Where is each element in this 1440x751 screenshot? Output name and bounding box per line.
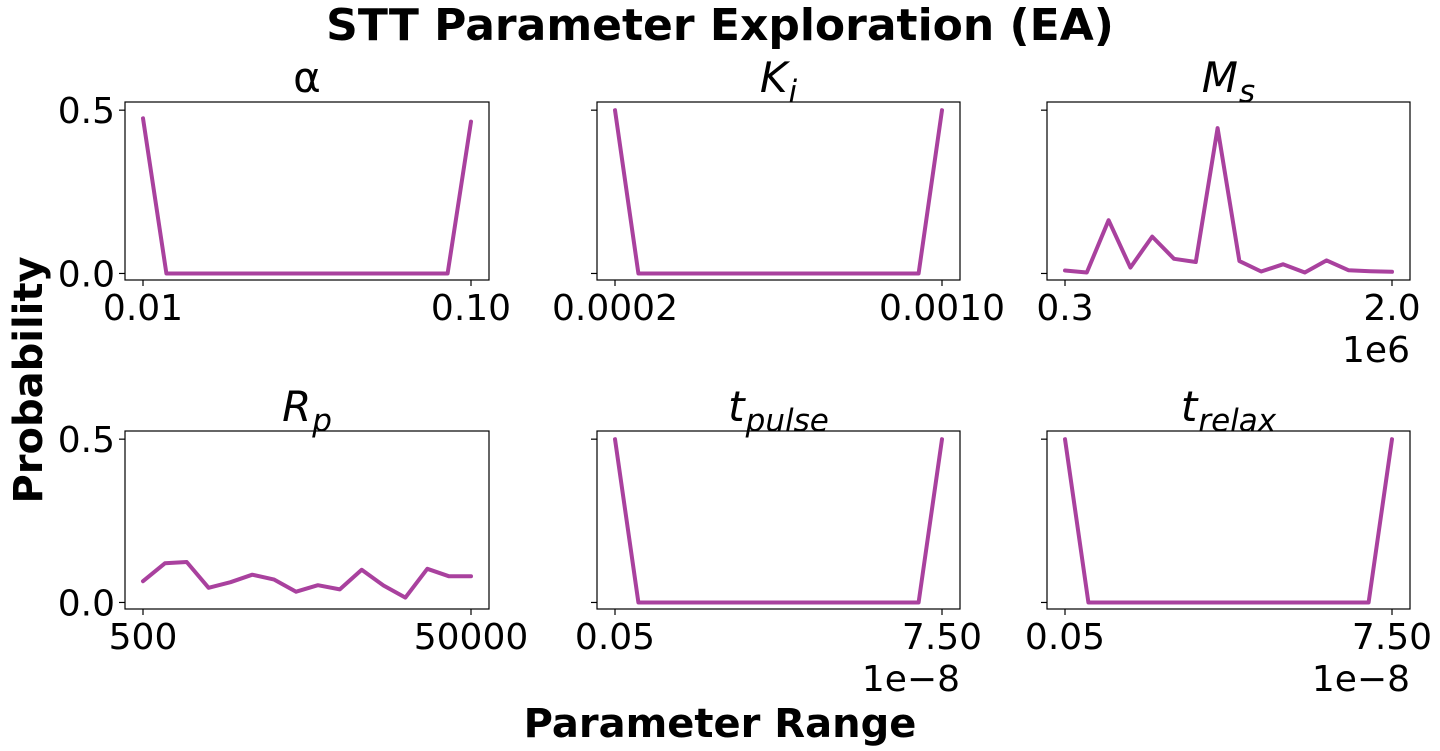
series-line [1063, 126, 1394, 275]
axes-frame [124, 430, 490, 610]
subplot-grid: α 0.0 0.5 0.01 0.10 Ki 0.0002 0.0010 Ms 0.3 2.01e6… [58, 53, 1432, 700]
x-tick-label: 500 [109, 617, 178, 658]
axes-frame [1046, 430, 1411, 610]
axes-frame [596, 101, 961, 281]
x-offset-label: 1e−8 [1312, 659, 1410, 700]
x-tick-label: 0.3 [1036, 288, 1093, 329]
subplot: Ki 0.0002 0.0010 [552, 53, 1005, 329]
figure-title: STT Parameter Exploration (EA) [326, 0, 1114, 51]
axes-frame [1046, 101, 1411, 281]
subplot-title: tpulse [728, 382, 829, 439]
x-tick-label: 0.01 [103, 288, 183, 329]
figure-xlabel: Parameter Range [524, 701, 917, 747]
series-line [141, 560, 473, 600]
x-tick-label: 7.50 [1352, 617, 1432, 658]
series-line [613, 108, 944, 276]
y-tick-label: 0.0 [58, 583, 115, 624]
series-line [141, 116, 473, 276]
x-tick-label: 0.05 [575, 617, 655, 658]
y-tick-label: 0.5 [58, 91, 115, 132]
subplot-title-subscript: pulse [745, 403, 829, 439]
subplot: Rp 0.0 0.5 500 50000 [58, 382, 529, 658]
x-tick-label: 0.10 [431, 288, 511, 329]
subplot-title-base: K [760, 53, 791, 102]
subplot-title: Ms [1202, 53, 1255, 110]
axes-frame [124, 101, 490, 281]
y-tick-label: 0.5 [58, 420, 115, 461]
subplot-title-base: M [1202, 53, 1238, 102]
subplot-title-subscript: relax [1198, 403, 1276, 439]
axes-frame [596, 430, 961, 610]
x-tick-label: 7.50 [902, 617, 982, 658]
figure-ylabel: Probability [6, 256, 52, 503]
x-tick-label: 0.05 [1025, 617, 1105, 658]
subplot-title-subscript: s [1239, 74, 1255, 110]
series-line [613, 437, 944, 605]
subplot-title: Rp [282, 382, 332, 439]
x-offset-label: 1e−8 [862, 659, 960, 700]
subplot-title-base: α [293, 53, 321, 102]
x-tick-label: 2.0 [1363, 288, 1420, 329]
y-tick-label: 0.0 [58, 254, 115, 295]
x-tick-label: 0.0002 [552, 288, 678, 329]
x-tick-label: 50000 [414, 617, 529, 658]
subplot-title-subscript: i [788, 74, 797, 110]
x-offset-label: 1e6 [1342, 330, 1410, 371]
subplot-title: Ki [760, 53, 798, 110]
subplot-title-base: t [1181, 382, 1199, 431]
subplot-title-base: R [282, 382, 311, 431]
subplot: α 0.0 0.5 0.01 0.10 [58, 53, 511, 329]
subplot-title-base: t [728, 382, 746, 431]
subplot-title: α [293, 53, 321, 102]
x-tick-label: 0.0010 [879, 288, 1005, 329]
subplot-title: trelax [1181, 382, 1277, 439]
subplot-title-subscript: p [311, 403, 332, 439]
series-line [1063, 437, 1394, 605]
